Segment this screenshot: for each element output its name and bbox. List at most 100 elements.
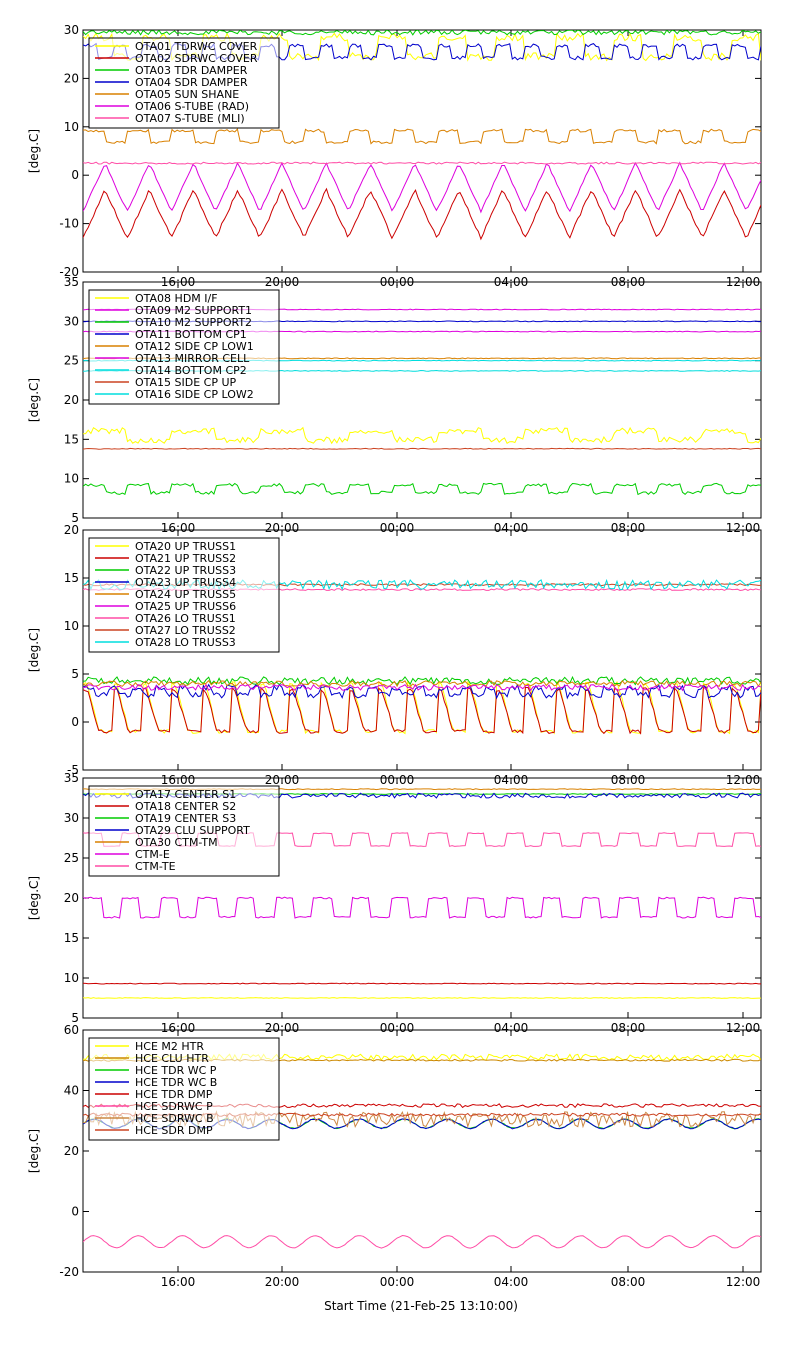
legend-entry: OTA16 SIDE CP LOW2 bbox=[135, 388, 254, 401]
y-tick-label: -20 bbox=[59, 1265, 79, 1279]
x-tick-label: 04:00 bbox=[494, 521, 529, 535]
legend-entry: OTA13 MIRROR CELL bbox=[135, 352, 250, 365]
series-line-6 bbox=[83, 683, 761, 692]
legend-box bbox=[88, 785, 280, 877]
series-line-6 bbox=[83, 161, 761, 214]
series-line-7 bbox=[83, 161, 761, 165]
x-tick-label: 12:00 bbox=[726, 1275, 761, 1289]
chart-panel-2: 5 10 15 20 25 30 35 16:00 20:00 00:00 04:00 08:00 12… bbox=[27, 275, 762, 535]
legend-entry: OTA02 SDRWC COVER bbox=[135, 52, 258, 65]
legend-entry: OTA05 SUN SHANE bbox=[135, 88, 239, 101]
legend-entry: OTA18 CENTER S2 bbox=[135, 800, 236, 813]
y-tick-label: 15 bbox=[64, 571, 79, 585]
legend-entry: OTA09 M2 SUPPORT1 bbox=[135, 304, 252, 317]
chart-panel-5: -20 0 20 40 60 16:00 20:00 00:00 04:00 08:00 12:00… bbox=[27, 1023, 762, 1289]
x-tick-label: 16:00 bbox=[161, 521, 196, 535]
plot-frame bbox=[82, 29, 762, 273]
y-tick-label: 20 bbox=[64, 71, 79, 85]
y-tick-label: 10 bbox=[64, 472, 79, 486]
y-tick-label: -20 bbox=[59, 265, 79, 279]
x-tick-label: 00:00 bbox=[380, 521, 415, 535]
legend-entry: OTA10 M2 SUPPORT2 bbox=[135, 316, 252, 329]
chart-panels: -20 -10 0 10 20 30 16:00 20:00 00:00 04:00 08:00 12… bbox=[27, 23, 762, 1289]
legend-box bbox=[88, 1037, 280, 1141]
x-tick-label: 04:00 bbox=[494, 1275, 529, 1289]
legend-entry: OTA03 TDR DAMPER bbox=[135, 64, 248, 77]
y-tick-label: 0 bbox=[71, 1205, 79, 1219]
x-tick-label: 08:00 bbox=[611, 1021, 646, 1035]
plot-frame bbox=[82, 529, 762, 771]
legend-entry: OTA29 CLU SUPPORT bbox=[135, 824, 250, 837]
x-tick-label: 20:00 bbox=[265, 521, 300, 535]
x-tick-label: 20:00 bbox=[265, 1021, 300, 1035]
legend-entry: HCE SDRWC P bbox=[135, 1100, 213, 1113]
x-tick-label: 16:00 bbox=[161, 1021, 196, 1035]
y-tick-label: 5 bbox=[71, 511, 79, 525]
legend-entry: OTA17 CENTER S1 bbox=[135, 788, 236, 801]
series-line-1 bbox=[83, 997, 761, 999]
legend-entry: HCE SDRWC B bbox=[135, 1112, 214, 1125]
x-tick-label: 00:00 bbox=[380, 1275, 415, 1289]
y-tick-label: 20 bbox=[64, 1144, 79, 1158]
legend-entry: HCE CLU HTR bbox=[135, 1052, 209, 1065]
legend-entry: OTA23 UP TRUSS4 bbox=[135, 576, 236, 589]
legend-entry: HCE TDR WC P bbox=[135, 1064, 217, 1077]
series-line-5 bbox=[83, 679, 761, 688]
series-line-1 bbox=[83, 426, 761, 445]
legend-entry: HCE TDR DMP bbox=[135, 1088, 213, 1101]
y-tick-label: 10 bbox=[64, 619, 79, 633]
y-tick-label: 0 bbox=[71, 168, 79, 182]
legend-entry: OTA25 UP TRUSS6 bbox=[135, 600, 236, 613]
y-tick-label: 0 bbox=[71, 715, 79, 729]
legend-entry: OTA30 CTM-TM bbox=[135, 836, 218, 849]
y-tick-label: 30 bbox=[64, 23, 79, 37]
y-axis-label: [deg.C] bbox=[27, 628, 41, 672]
series-line-5 bbox=[83, 128, 761, 145]
y-tick-label: 25 bbox=[64, 354, 79, 368]
legend-entry: HCE TDR WC B bbox=[135, 1076, 217, 1089]
legend-entry: OTA22 UP TRUSS3 bbox=[135, 564, 236, 577]
y-axis-label: [deg.C] bbox=[27, 129, 41, 173]
legend-entry: OTA11 BOTTOM CP1 bbox=[135, 328, 247, 341]
legend-entry: OTA07 S-TUBE (MLI) bbox=[135, 112, 245, 125]
y-tick-label: 30 bbox=[64, 314, 79, 328]
legend-entry: OTA08 HDM I/F bbox=[135, 292, 218, 305]
legend-entry: OTA27 LO TRUSS2 bbox=[135, 624, 236, 637]
x-tick-label: 12:00 bbox=[726, 521, 761, 535]
y-tick-label: 40 bbox=[64, 1084, 79, 1098]
y-tick-label: 35 bbox=[64, 771, 79, 785]
y-tick-label: 35 bbox=[64, 275, 79, 289]
y-tick-label: 5 bbox=[71, 667, 79, 681]
legend-entry: OTA14 BOTTOM CP2 bbox=[135, 364, 247, 377]
legend-entry: OTA04 SDR DAMPER bbox=[135, 76, 248, 89]
x-tick-label: 08:00 bbox=[611, 521, 646, 535]
x-axis-label: Start Time (21-Feb-25 13:10:00) bbox=[324, 1299, 518, 1313]
y-tick-label: 60 bbox=[64, 1023, 79, 1037]
series-line-8 bbox=[83, 447, 761, 450]
legend-entry: CTM-TE bbox=[135, 860, 176, 873]
x-tick-label: 12:00 bbox=[726, 1021, 761, 1035]
y-axis-label: [deg.C] bbox=[27, 876, 41, 920]
y-axis-label: [deg.C] bbox=[27, 378, 41, 422]
series-line-3 bbox=[83, 30, 761, 36]
legend-entry: OTA15 SIDE CP UP bbox=[135, 376, 237, 389]
y-tick-label: 10 bbox=[64, 971, 79, 985]
y-tick-label: -10 bbox=[59, 217, 79, 231]
series-line-6 bbox=[83, 896, 761, 919]
legend-entry: OTA06 S-TUBE (RAD) bbox=[135, 100, 249, 113]
x-tick-label: 08:00 bbox=[611, 1275, 646, 1289]
legend-entry: OTA24 UP TRUSS5 bbox=[135, 588, 236, 601]
x-tick-label: 00:00 bbox=[380, 1021, 415, 1035]
legend-entry: OTA12 SIDE CP LOW1 bbox=[135, 340, 254, 353]
series-line-3 bbox=[83, 675, 761, 686]
chart-panel-3: -5 0 5 10 15 20 16:00 20:00 00:00 04:00 08:00 12:00… bbox=[27, 523, 762, 787]
y-tick-label: -5 bbox=[67, 763, 79, 777]
legend-entry: OTA20 UP TRUSS1 bbox=[135, 540, 236, 553]
y-tick-label: 25 bbox=[64, 851, 79, 865]
y-tick-label: 10 bbox=[64, 120, 79, 134]
legend-box bbox=[88, 537, 280, 653]
legend-entry: OTA19 CENTER S3 bbox=[135, 812, 236, 825]
y-tick-label: 30 bbox=[64, 811, 79, 825]
